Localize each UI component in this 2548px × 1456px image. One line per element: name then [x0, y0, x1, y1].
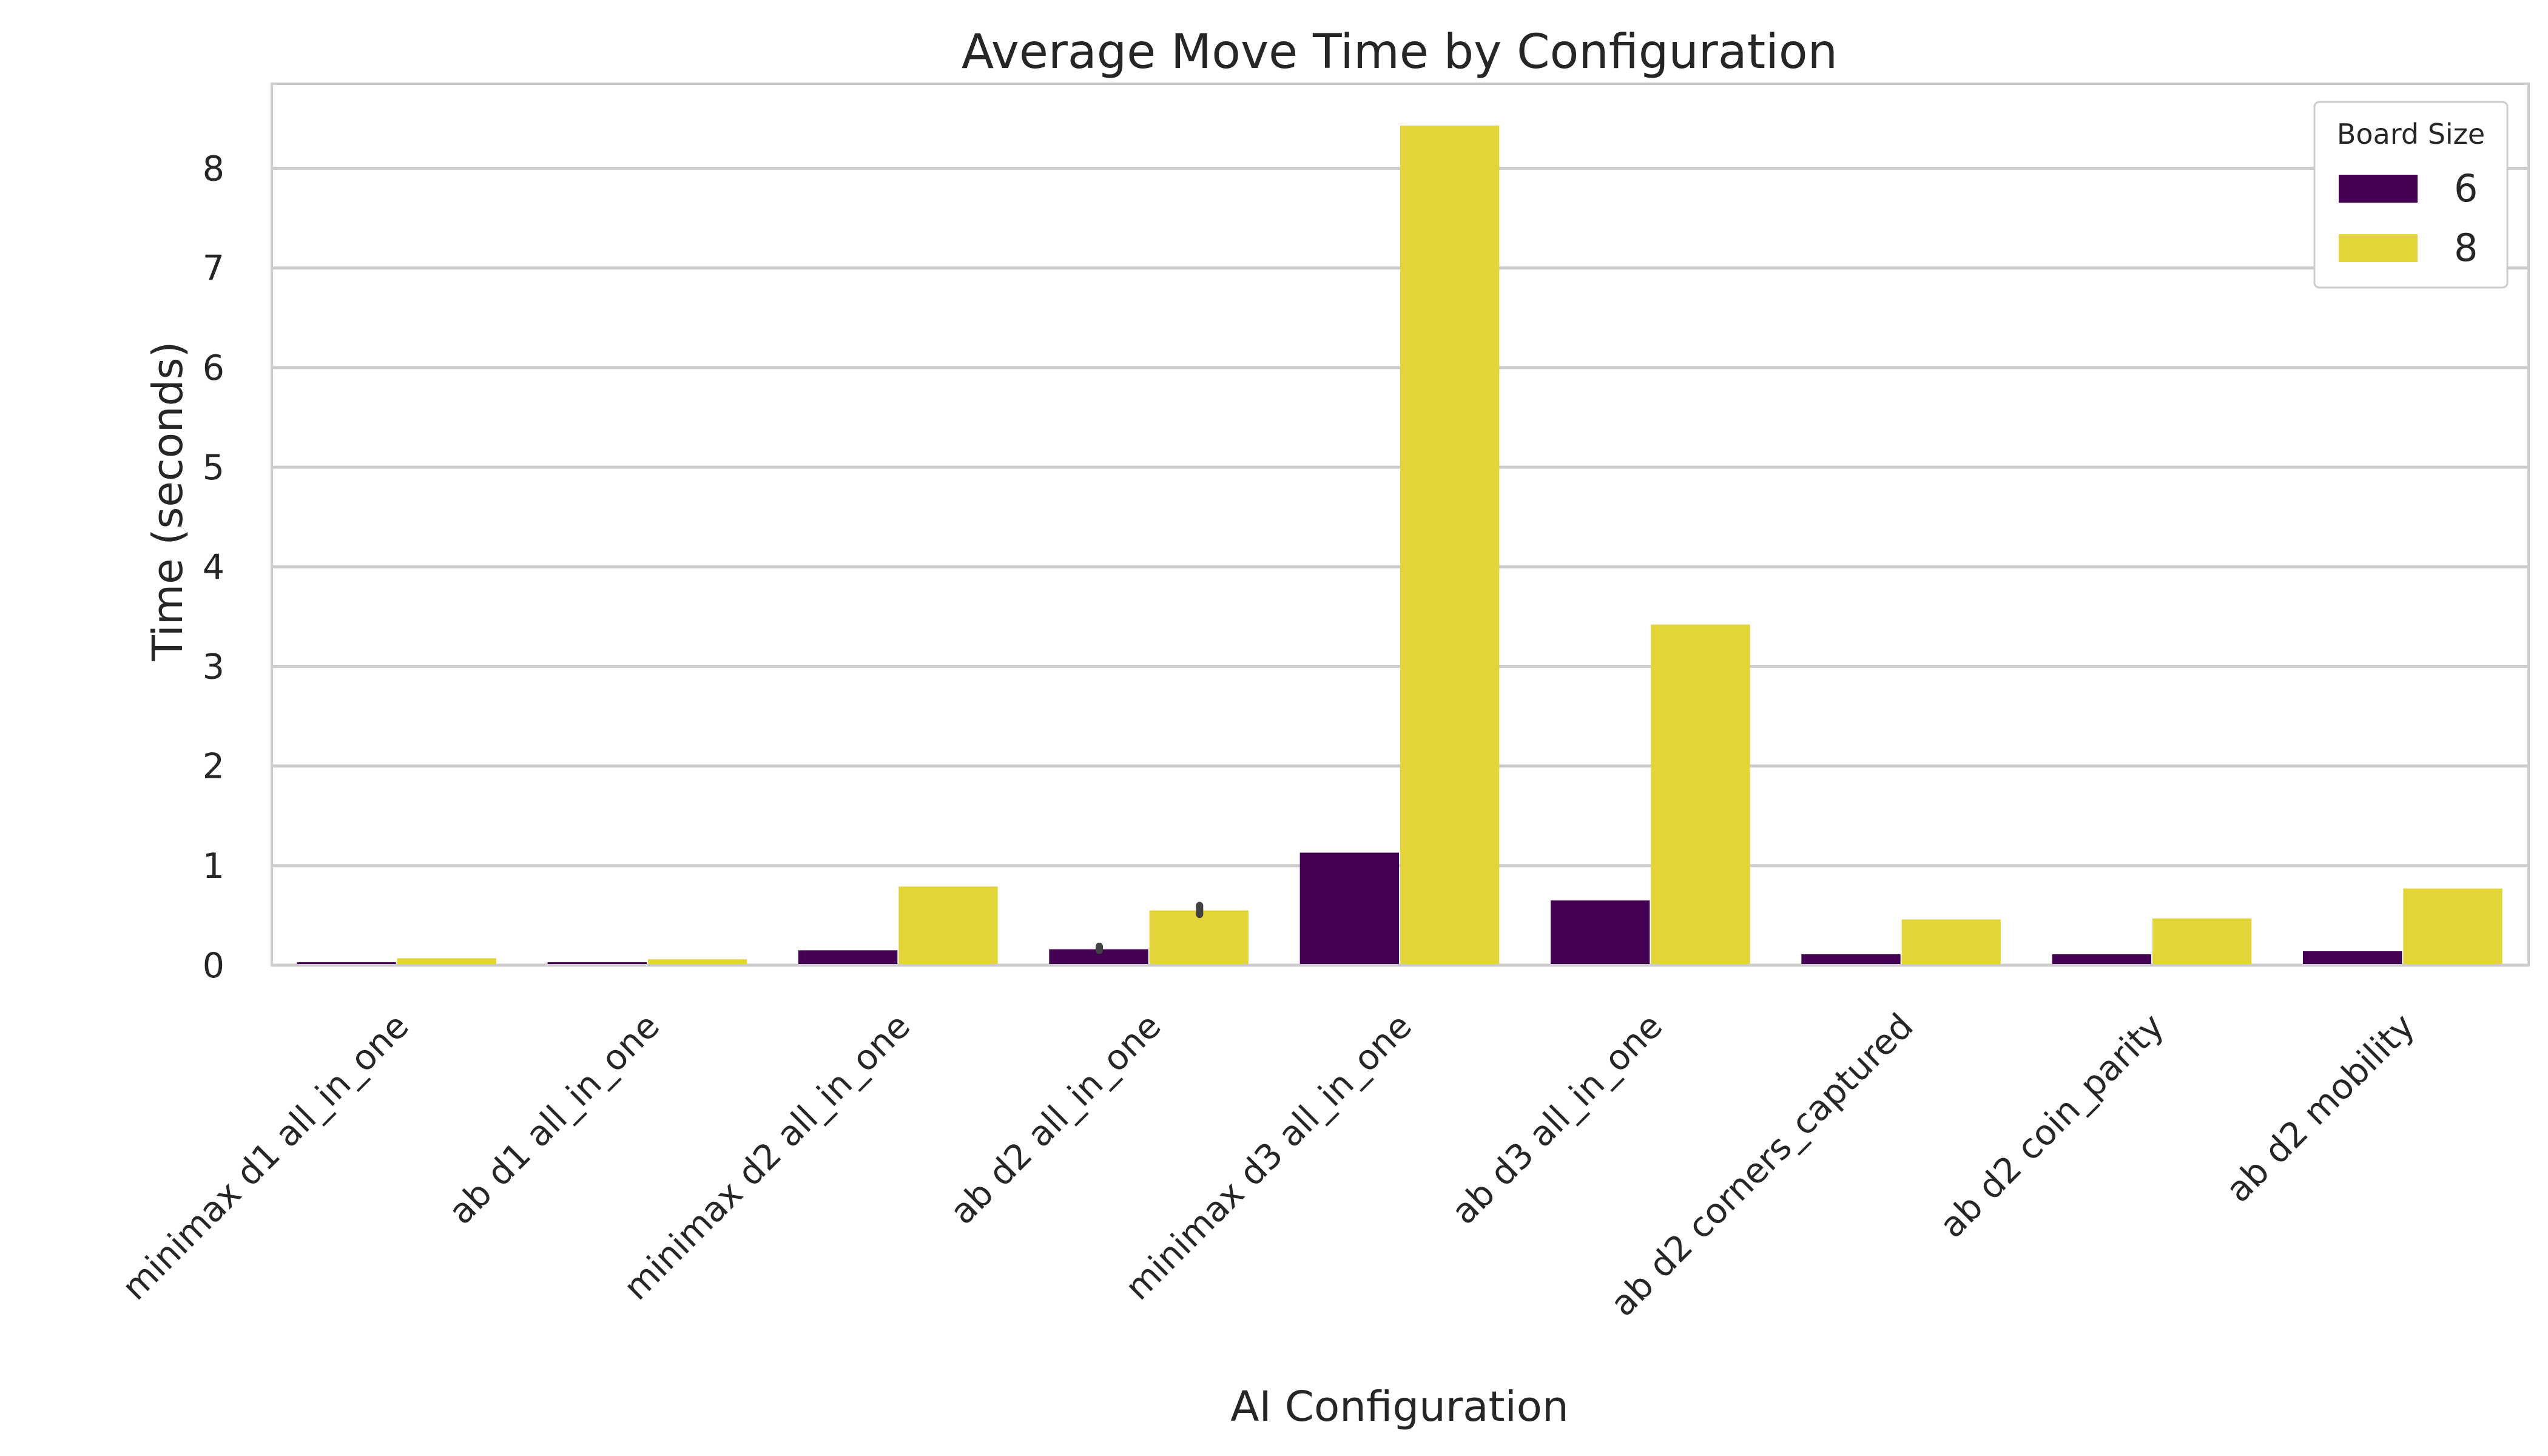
y-tick-label-0: 0 [203, 946, 224, 986]
bar-6-ab-d3-all-in-one [1551, 900, 1650, 965]
legend-title: Board Size [2337, 118, 2485, 150]
x-tick-labels: minimax d1 all_in_one ab d1 all_in_onemin… [115, 1006, 2422, 1324]
bar-6-minimax-d3-all-in-one [1299, 852, 1399, 965]
plot-frame [271, 83, 2530, 966]
bar-8-ab-d2-corners-captured [1901, 919, 2001, 965]
legend: Board Size 6 8 [2313, 101, 2509, 289]
y-axis-title: Time (seconds) [144, 342, 192, 662]
x-tick-label-ab-d2-coin-parity: ab d2 coin_parity [1932, 1006, 2172, 1245]
legend-swatch-8 [2339, 234, 2418, 262]
bar-6-ab-d1-all-in-one [547, 962, 647, 965]
bar-6-ab-d2-mobility [2303, 951, 2402, 965]
bar-8-minimax-d1-all-in-one [397, 958, 496, 965]
legend-label-8: 8 [2454, 226, 2478, 270]
y-tick-label-4: 4 [203, 547, 224, 587]
y-tick-label-1: 1 [203, 846, 224, 886]
bar-8-ab-d3-all-in-one [1651, 624, 1750, 965]
y-tick-label-5: 5 [203, 448, 224, 488]
bar-8-ab-d2-mobility [2403, 888, 2502, 965]
x-tick-label-minimax-d3-all-in-one: minimax d3 all_in_one [1117, 1006, 1420, 1308]
bar-8-ab-d2-all-in-one [1149, 910, 1249, 965]
bar-6-ab-d2-coin-parity [2052, 954, 2151, 965]
bar-8-minimax-d3-all-in-one [1400, 125, 1500, 965]
y-tick-labels: 0 1 2 3 4 5 6 7 8 [203, 149, 224, 986]
x-tick-label-ab-d1-all-in-one: ab d1 all_in_one [441, 1006, 667, 1232]
y-tick-label-2: 2 [203, 747, 224, 787]
x-tick-label-minimax-d2-all-in-one: minimax d2 all_in_one [616, 1006, 918, 1308]
x-tick-label-minimax-d1-all-in-one: minimax d1 all_in_one [115, 1006, 417, 1308]
bars [297, 125, 2502, 965]
bar-8-ab-d2-coin-parity [2152, 918, 2252, 965]
x-tick-label-ab-d2-all-in-one: ab d2 all_in_one [943, 1006, 1169, 1232]
x-tick-label-ab-d2-mobility: ab d2 mobility [2219, 1006, 2423, 1210]
y-tick-label-7: 7 [203, 249, 224, 289]
bar-8-minimax-d2-all-in-one [898, 886, 998, 965]
bar-6-minimax-d2-all-in-one [798, 950, 898, 965]
legend-swatch-6 [2339, 175, 2418, 203]
error-bars [1096, 902, 1204, 954]
y-tick-label-3: 3 [203, 647, 224, 687]
x-tick-label-ab-d3-all-in-one: ab d3 all_in_one [1444, 1006, 1670, 1232]
y-tick-label-8: 8 [203, 149, 224, 189]
y-tick-label-6: 6 [203, 348, 224, 388]
legend-label-6: 6 [2454, 166, 2478, 211]
bar-6-minimax-d1-all-in-one [297, 962, 396, 965]
chart-title: Average Move Time by Configuration [962, 25, 1838, 79]
x-axis-title: AI Configuration [1230, 1383, 1568, 1431]
bar-8-ab-d1-all-in-one [648, 959, 747, 965]
bar-6-ab-d2-corners-captured [1801, 954, 1901, 965]
